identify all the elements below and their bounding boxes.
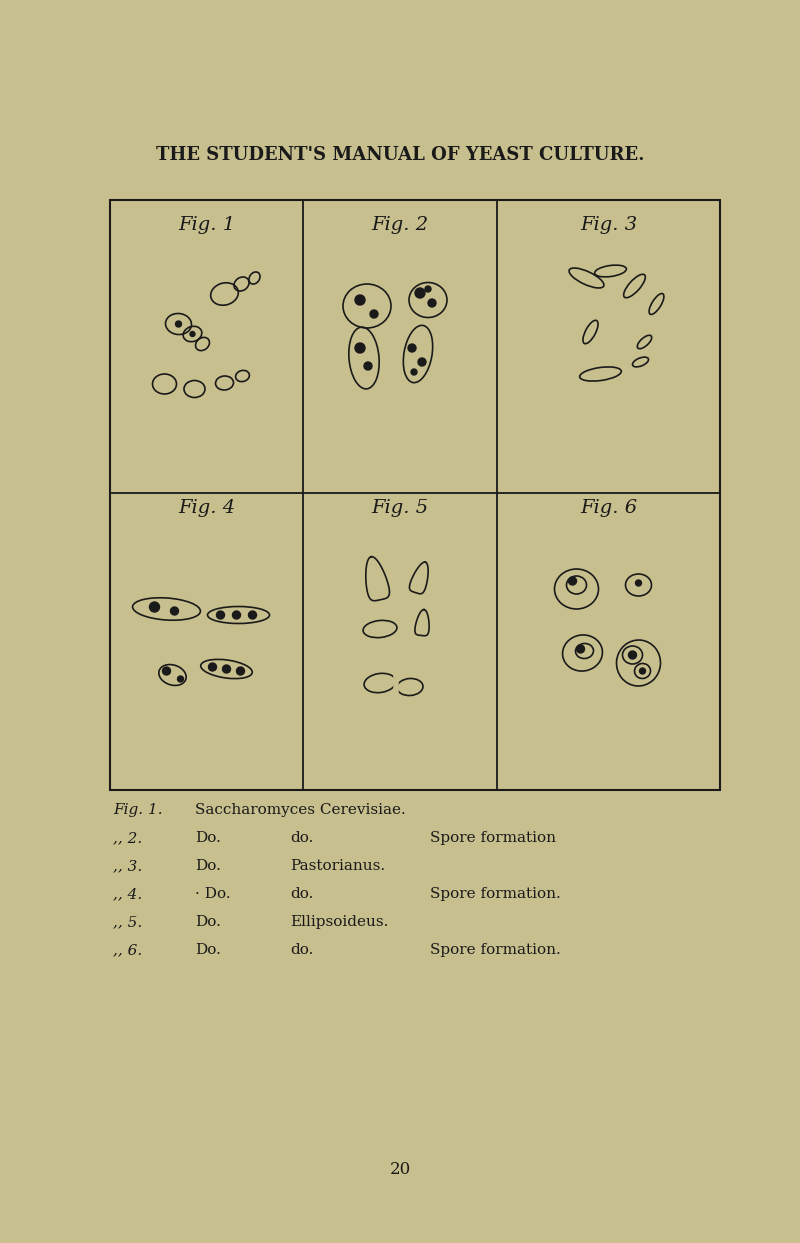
Circle shape <box>237 667 245 675</box>
Text: Fig. 2: Fig. 2 <box>371 216 429 234</box>
Text: ,, 3.: ,, 3. <box>113 859 142 873</box>
Circle shape <box>418 358 426 365</box>
Text: Do.: Do. <box>195 943 221 957</box>
Circle shape <box>249 612 257 619</box>
Circle shape <box>178 676 183 682</box>
Text: Fig. 6: Fig. 6 <box>580 498 637 517</box>
Circle shape <box>425 286 431 292</box>
Circle shape <box>577 645 585 653</box>
Circle shape <box>639 667 646 674</box>
Text: ,, 2.: ,, 2. <box>113 832 142 845</box>
Text: do.: do. <box>290 888 314 901</box>
Text: Do.: Do. <box>195 832 221 845</box>
Circle shape <box>408 344 416 352</box>
Text: Ellipsoideus.: Ellipsoideus. <box>290 915 388 929</box>
Text: Pastorianus.: Pastorianus. <box>290 859 385 873</box>
Circle shape <box>217 612 225 619</box>
Circle shape <box>635 580 642 585</box>
Text: Spore formation: Spore formation <box>430 832 556 845</box>
Circle shape <box>175 321 182 327</box>
Circle shape <box>162 667 170 675</box>
Circle shape <box>370 310 378 318</box>
Text: do.: do. <box>290 943 314 957</box>
Circle shape <box>170 607 178 615</box>
Circle shape <box>415 288 425 298</box>
Text: Fig. 5: Fig. 5 <box>371 498 429 517</box>
Text: THE STUDENT'S MANUAL OF YEAST CULTURE.: THE STUDENT'S MANUAL OF YEAST CULTURE. <box>156 145 644 164</box>
Circle shape <box>355 295 365 305</box>
Circle shape <box>355 343 365 353</box>
Text: ,, 5.: ,, 5. <box>113 915 142 929</box>
Text: Saccharomyces Cerevisiae.: Saccharomyces Cerevisiae. <box>195 803 406 817</box>
Text: Fig. 3: Fig. 3 <box>580 216 637 234</box>
Circle shape <box>222 665 230 672</box>
Bar <box>110 200 720 791</box>
Circle shape <box>209 663 217 671</box>
Text: Do.: Do. <box>195 859 221 873</box>
Circle shape <box>233 612 241 619</box>
Text: Spore formation.: Spore formation. <box>430 943 561 957</box>
Text: do.: do. <box>290 832 314 845</box>
Circle shape <box>150 602 159 612</box>
Text: ,, 4.: ,, 4. <box>113 888 142 901</box>
Circle shape <box>569 577 577 585</box>
Circle shape <box>629 651 637 659</box>
Circle shape <box>411 369 417 375</box>
Circle shape <box>364 362 372 370</box>
Text: Fig. 4: Fig. 4 <box>178 498 235 517</box>
Text: · Do.: · Do. <box>195 888 230 901</box>
Text: Do.: Do. <box>195 915 221 929</box>
Text: Spore formation.: Spore formation. <box>430 888 561 901</box>
Circle shape <box>428 300 436 307</box>
Text: Fig. 1.: Fig. 1. <box>113 803 162 817</box>
Circle shape <box>190 332 195 337</box>
Text: ,, 6.: ,, 6. <box>113 943 142 957</box>
Text: Fig. 1: Fig. 1 <box>178 216 235 234</box>
Text: 20: 20 <box>390 1161 410 1178</box>
